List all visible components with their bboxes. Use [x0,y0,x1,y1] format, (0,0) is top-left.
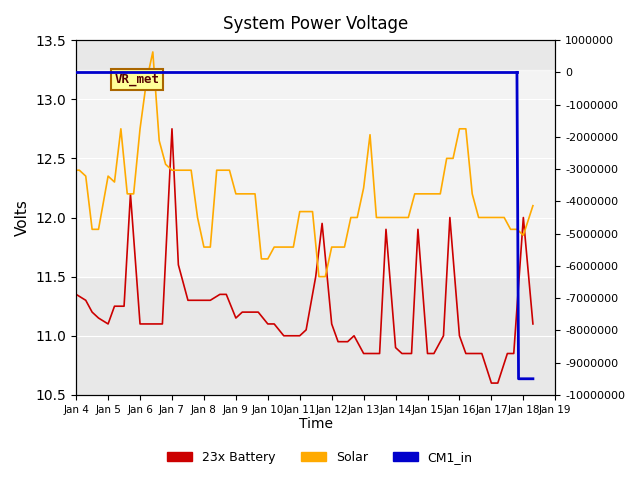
23x Battery [488,380,495,386]
Solar [340,244,348,250]
23x Battery [168,126,176,132]
Bar [76,70,556,276]
23x Battery [510,350,518,356]
23x Battery [72,291,80,297]
Line: Solar: Solar [76,52,533,276]
Solar [372,215,380,220]
Solar [232,191,240,197]
Line: 23x Battery: 23x Battery [76,129,533,383]
Solar [315,274,323,279]
Solar [149,49,157,55]
Title: System Power Voltage: System Power Voltage [223,15,408,33]
Y-axis label: Volts: Volts [15,199,30,236]
23x Battery [184,298,192,303]
Solar [500,215,508,220]
X-axis label: Time: Time [299,418,333,432]
23x Battery [529,321,537,327]
Solar [392,215,399,220]
23x Battery [462,350,470,356]
Solar [136,126,144,132]
23x Battery [382,227,390,232]
Solar [529,203,537,208]
23x Battery [414,227,422,232]
Legend: 23x Battery, Solar, CM1_in: 23x Battery, Solar, CM1_in [163,446,477,469]
Text: VR_met: VR_met [115,73,159,86]
23x Battery [191,298,198,303]
Solar [72,168,80,173]
